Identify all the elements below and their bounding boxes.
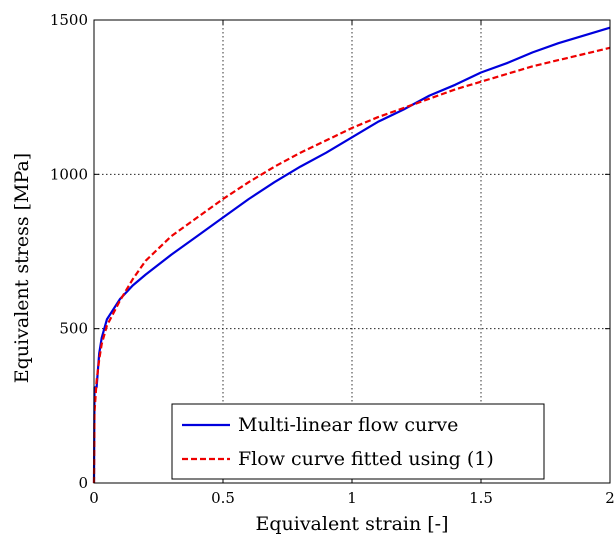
x-tick-label: 0.5 xyxy=(211,489,235,507)
y-axis-label: Equivalent stress [MPa] xyxy=(11,153,33,383)
x-axis-label: Equivalent strain [-] xyxy=(255,513,448,535)
tick-labels: 0 0.5 1 1.5 2 0 500 1000 1500 xyxy=(50,11,614,507)
series-line-multi-linear xyxy=(92,26,611,484)
plot-area xyxy=(92,26,611,484)
legend: Multi-linear flow curve Flow curve fitte… xyxy=(171,403,545,480)
y-tick-label: 500 xyxy=(59,320,88,338)
y-tick-label: 1000 xyxy=(50,165,88,183)
ticks xyxy=(93,19,611,484)
legend-label-fitted: Flow curve fitted using (1) xyxy=(238,448,494,470)
y-tick-label: 1500 xyxy=(50,11,88,29)
x-tick-label: 1.5 xyxy=(469,489,493,507)
y-tick-label: 0 xyxy=(78,474,88,492)
legend-label-multi-linear: Multi-linear flow curve xyxy=(238,414,458,436)
grid xyxy=(94,20,610,483)
legend-box xyxy=(171,403,545,480)
x-tick-label: 0 xyxy=(89,489,99,507)
x-tick-label: 2 xyxy=(605,489,614,507)
series-line-fitted xyxy=(92,46,611,484)
x-tick-label: 1 xyxy=(347,489,357,507)
